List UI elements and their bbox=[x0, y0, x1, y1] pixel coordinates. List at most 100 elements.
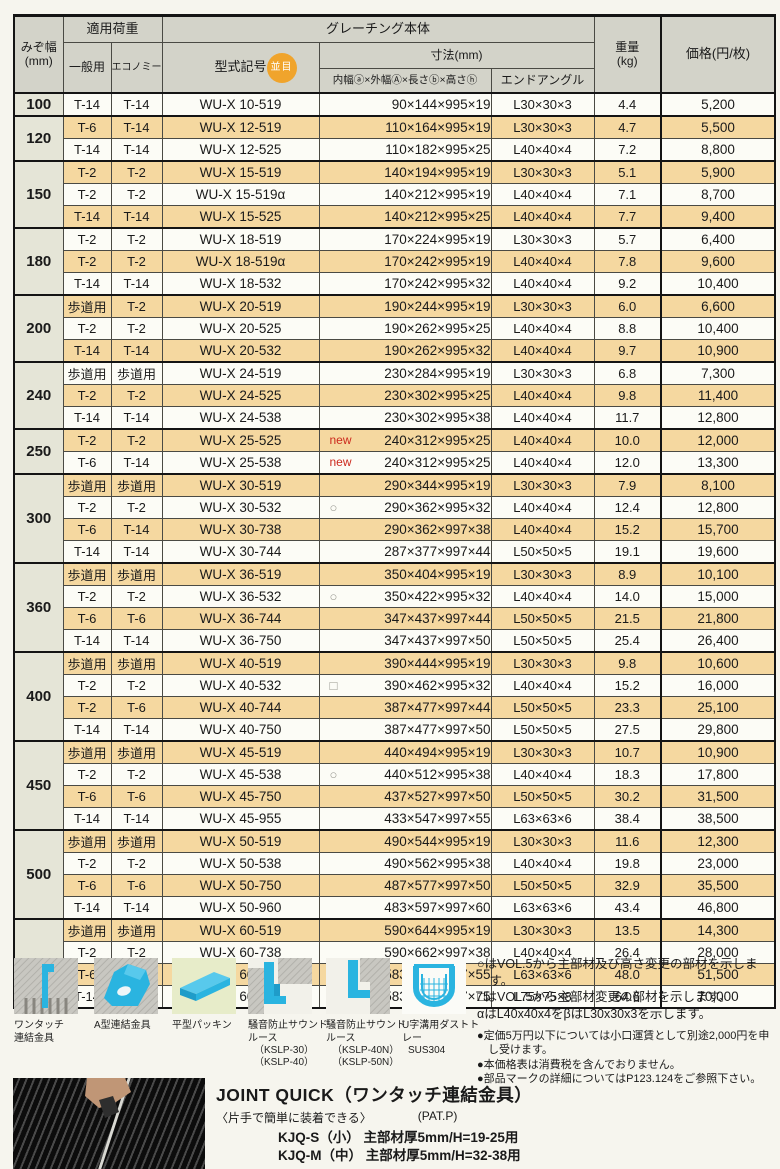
legend-item-sub: SUS304 bbox=[408, 1045, 446, 1056]
weight-cell: 18.3 bbox=[593, 763, 662, 786]
column-header-economy: エコノミー bbox=[110, 42, 163, 94]
general-load-cell: 歩道用 bbox=[62, 473, 112, 497]
column-header-price: 価格(円/枚) bbox=[660, 15, 776, 94]
economy-load-cell: T-14 bbox=[110, 339, 163, 363]
price-cell: 5,200 bbox=[660, 92, 776, 117]
weight-cell: 7.8 bbox=[593, 250, 662, 273]
economy-load-cell: 歩道用 bbox=[110, 829, 163, 853]
price-cell: 12,800 bbox=[660, 496, 776, 519]
end-angle-cell: L40×40×4 bbox=[490, 852, 595, 875]
price-cell: 12,800 bbox=[660, 406, 776, 430]
dimensions-cell: 140×212×995×25 bbox=[318, 205, 492, 229]
weight-cell: 15.2 bbox=[593, 674, 662, 697]
table-row: 120 T-6 T-14 WU-X 12-519 110×164×995×19 L30×3… bbox=[13, 115, 776, 162]
joint-quick-text: JOINT QUICK（ワンタッチ連結金具） 〈片手で簡単に装着できる〉 (PA… bbox=[216, 1082, 636, 1165]
dimensions-cell: 590×644×995×19 bbox=[318, 918, 492, 942]
economy-load-cell: T-2 bbox=[110, 227, 163, 251]
price-cell: 12,000 bbox=[660, 428, 776, 452]
spec-table-header: みぞ幅 (mm) 適用荷重 グレーチング本体 重量 (kg) 価格(円/枚) 一… bbox=[13, 15, 776, 94]
table-row: T-14 T-14 WU-X 30-744 287×377×997×44 L50×50×… bbox=[14, 540, 776, 564]
economy-load-cell: T-2 bbox=[110, 294, 163, 318]
general-load-cell: 歩道用 bbox=[62, 562, 112, 586]
groove-width-cell: 500 bbox=[13, 829, 64, 920]
groove-width-cell: 400 bbox=[13, 651, 64, 742]
end-angle-cell: L40×40×4 bbox=[490, 941, 595, 964]
dimensions-cell: □ 390×462×995×32 bbox=[318, 674, 492, 697]
end-angle-cell: L30×30×3 bbox=[490, 740, 595, 764]
weight-cell: 11.7 bbox=[593, 406, 662, 430]
end-angle-cell: L40×40×4 bbox=[490, 183, 595, 206]
weight-cell: 9.8 bbox=[593, 384, 662, 407]
dimensions-cell: 190×262×995×25 bbox=[318, 317, 492, 340]
model-code-cell: WU-X 24-525 bbox=[161, 384, 320, 407]
bullet-note-line: ●定価5万円以下については小口運賃として別途2,000円を申し受けます。 bbox=[477, 1030, 770, 1057]
legend-item-label: 平型パッキン bbox=[172, 1020, 232, 1031]
dimensions-cell: 437×527×997×50 bbox=[318, 785, 492, 808]
dimensions-cell: 230×284×995×19 bbox=[318, 361, 492, 385]
model-code-cell: WU-X 36-750 bbox=[161, 629, 320, 653]
economy-load-cell: T-14 bbox=[110, 896, 163, 920]
economy-load-cell: T-14 bbox=[110, 92, 163, 117]
mark-note-line: ○はVOL.5から主部材及び高さ変更の部材を示します。 bbox=[477, 957, 758, 988]
general-load-cell: T-6 bbox=[62, 451, 112, 475]
general-load-cell: T-2 bbox=[62, 317, 112, 340]
spec-table-body: 100 T-14 T-14 WU-X 10-519 90×144×995×19 L30×3… bbox=[13, 92, 776, 1009]
dimensions-cell: new 240×312×995×25 bbox=[318, 428, 492, 452]
economy-load-cell: T-2 bbox=[110, 384, 163, 407]
table-row: T-14 T-14 WU-X 36-750 347×437×997×50 L50×50×… bbox=[14, 629, 776, 653]
weight-cell: 4.7 bbox=[593, 115, 662, 139]
table-row: 100 T-14 T-14 WU-X 10-519 90×144×995×19 L30×3… bbox=[13, 92, 776, 117]
price-cell: 51,500 bbox=[660, 963, 776, 986]
sound-loose-n-icon bbox=[326, 958, 390, 1014]
groove-width-cell: 150 bbox=[13, 160, 64, 229]
weight-cell: 38.4 bbox=[593, 807, 662, 831]
end-angle-cell: L30×30×3 bbox=[490, 92, 595, 117]
general-load-cell: 歩道用 bbox=[62, 294, 112, 318]
dimensions-cell: 387×477×997×50 bbox=[318, 718, 492, 742]
weight-unit: (kg) bbox=[616, 53, 638, 68]
price-cell: 14,300 bbox=[660, 918, 776, 942]
end-angle-cell: L30×30×3 bbox=[490, 651, 595, 675]
table-row: T-6 T-6 WU-X 45-750 437×527×997×50 L50×50×5 3… bbox=[14, 785, 776, 808]
circle-mark: ○ bbox=[329, 589, 338, 604]
dimensions-cell: 110×164×995×19 bbox=[318, 115, 492, 139]
economy-load-cell: T-6 bbox=[110, 607, 163, 630]
a-type-bracket-icon bbox=[94, 958, 158, 1014]
price-cell: 11,400 bbox=[660, 384, 776, 407]
model-code-cell: WU-X 20-525 bbox=[161, 317, 320, 340]
table-row: T-2 T-2 WU-X 15-519α 140×212×995×19 L40×40×4… bbox=[14, 183, 776, 206]
dimensions-cell: 190×262×995×32 bbox=[318, 339, 492, 363]
price-cell: 15,700 bbox=[660, 518, 776, 541]
economy-load-cell: T-6 bbox=[110, 696, 163, 719]
table-row: T-6 T-14 WU-X 30-738 290×362×997×38 L40×40×4… bbox=[14, 518, 776, 541]
model-code-cell: WU-X 50-519 bbox=[161, 829, 320, 853]
economy-load-cell: T-14 bbox=[110, 406, 163, 430]
model-code-cell: WU-X 45-955 bbox=[161, 807, 320, 831]
model-code-cell: WU-X 40-532 bbox=[161, 674, 320, 697]
weight-cell: 9.8 bbox=[593, 651, 662, 675]
end-angle-cell: L50×50×5 bbox=[490, 540, 595, 564]
general-load-cell: T-6 bbox=[62, 607, 112, 630]
dimensions-cell: 483×597×997×60 bbox=[318, 896, 492, 920]
column-header-groove-width: みぞ幅 (mm) bbox=[13, 15, 64, 94]
economy-load-cell: T-2 bbox=[110, 317, 163, 340]
groove-width-cell: 300 bbox=[13, 473, 64, 564]
dimensions-cell: 350×404×995×19 bbox=[318, 562, 492, 586]
price-cell: 13,300 bbox=[660, 451, 776, 475]
model-code-cell: WU-X 15-525 bbox=[161, 205, 320, 229]
weight-cell: 7.7 bbox=[593, 205, 662, 229]
mark-notes: ○はVOL.5から主部材及び高さ変更の部材を示します。 □はVOL.5から主部材変… bbox=[477, 956, 775, 1022]
table-row: T-14 T-14 WU-X 45-955 433×547×997×55 L63×63×… bbox=[14, 807, 776, 831]
price-cell: 23,000 bbox=[660, 852, 776, 875]
end-angle-cell: L30×30×3 bbox=[490, 294, 595, 318]
weight-cell: 32.9 bbox=[593, 874, 662, 897]
economy-load-cell: 歩道用 bbox=[110, 740, 163, 764]
general-load-cell: T-2 bbox=[62, 160, 112, 184]
dimensions-cell: 347×437×997×44 bbox=[318, 607, 492, 630]
dimensions-cell: 490×562×995×38 bbox=[318, 852, 492, 875]
price-cell: 10,600 bbox=[660, 651, 776, 675]
table-row: 450 歩道用 歩道用 WU-X 45-519 440×494×995×19 L30×30… bbox=[13, 740, 776, 831]
dimensions-cell: 433×547×997×55 bbox=[318, 807, 492, 831]
dimensions-cell: 230×302×995×38 bbox=[318, 406, 492, 430]
